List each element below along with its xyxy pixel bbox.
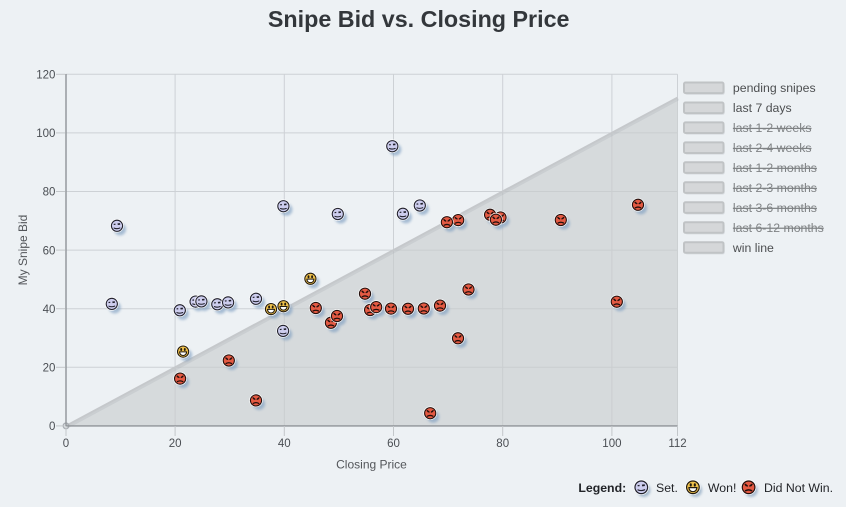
svg-text:112: 112: [668, 438, 686, 450]
svg-text:last 1-2 weeks: last 1-2 weeks: [733, 121, 812, 135]
svg-text:last 3-6 months: last 3-6 months: [733, 201, 817, 215]
svg-text:last 2-4 weeks: last 2-4 weeks: [733, 141, 812, 155]
svg-text:Did Not Win.: Did Not Win.: [764, 481, 833, 495]
svg-text:win line: win line: [732, 241, 774, 255]
svg-text:20: 20: [169, 438, 182, 450]
svg-text:60: 60: [43, 245, 56, 257]
svg-text:last 7 days: last 7 days: [733, 101, 792, 115]
svg-text:100: 100: [36, 128, 55, 140]
svg-text:Legend:: Legend:: [578, 481, 626, 495]
svg-text:80: 80: [496, 438, 509, 450]
svg-text:100: 100: [602, 438, 621, 450]
svg-text:last 2-3 months: last 2-3 months: [733, 181, 817, 195]
svg-text:Won!: Won!: [708, 481, 736, 495]
svg-text:0: 0: [63, 438, 69, 450]
svg-text:40: 40: [278, 438, 291, 450]
svg-text:Snipe Bid vs. Closing Price: Snipe Bid vs. Closing Price: [268, 6, 570, 32]
svg-text:40: 40: [43, 304, 56, 316]
svg-text:Set.: Set.: [656, 481, 678, 495]
svg-text:80: 80: [43, 187, 56, 199]
svg-text:last 1-2 months: last 1-2 months: [733, 161, 817, 175]
svg-text:0: 0: [49, 421, 55, 433]
svg-text:60: 60: [387, 438, 400, 450]
svg-text:Closing Price: Closing Price: [336, 458, 407, 472]
svg-text:pending snipes: pending snipes: [733, 81, 816, 95]
svg-text:120: 120: [36, 70, 55, 82]
svg-text:last 6-12 months: last 6-12 months: [733, 221, 824, 235]
svg-text:My Snipe Bid: My Snipe Bid: [16, 215, 30, 286]
svg-text:20: 20: [43, 363, 56, 375]
